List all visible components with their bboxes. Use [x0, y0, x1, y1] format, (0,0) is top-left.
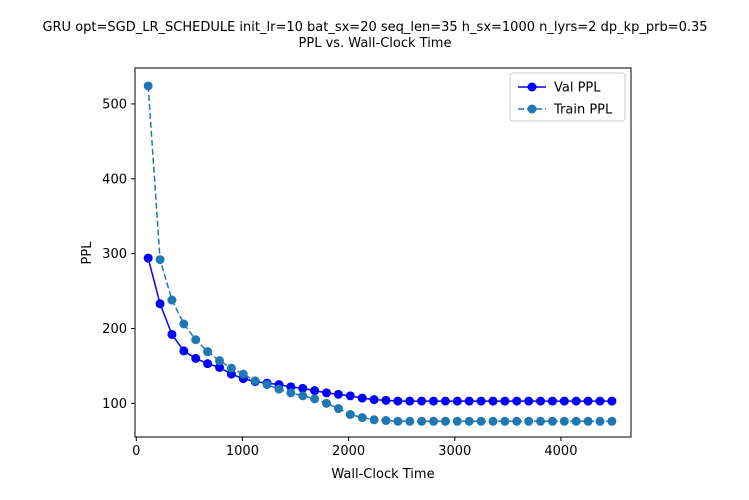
- val-ppl-point: [452, 396, 462, 406]
- train-ppl-point: [179, 319, 189, 329]
- val-ppl-point: [536, 396, 546, 406]
- val-ppl-point: [583, 396, 593, 406]
- train-ppl-point: [500, 416, 510, 426]
- legend-val-ppl-marker: [527, 82, 537, 92]
- val-ppl-point: [571, 396, 581, 406]
- legend-train-ppl-label: Train PPL: [553, 103, 613, 118]
- x-tick-label: 3000: [438, 444, 471, 459]
- val-ppl-point: [381, 395, 391, 405]
- train-ppl-point: [357, 413, 367, 423]
- val-ppl-point: [464, 396, 474, 406]
- chart-subtitle: PPL vs. Wall-Clock Time: [299, 36, 452, 51]
- train-ppl-point: [536, 416, 546, 426]
- train-ppl-point: [429, 416, 439, 426]
- train-ppl-point: [215, 356, 225, 366]
- val-ppl-point: [357, 393, 367, 403]
- val-ppl-point: [322, 388, 332, 398]
- val-ppl-point: [191, 353, 201, 363]
- y-tick-label: 400: [102, 172, 127, 187]
- val-ppl-point: [155, 299, 165, 309]
- val-ppl-point: [215, 362, 225, 372]
- train-ppl-point: [381, 416, 391, 426]
- val-ppl-point: [417, 396, 427, 406]
- val-ppl-point: [512, 396, 522, 406]
- x-tick-label: 2000: [332, 444, 365, 459]
- val-ppl-point: [310, 386, 320, 396]
- train-ppl-point: [333, 404, 343, 414]
- val-ppl-point: [547, 396, 557, 406]
- train-ppl-point: [440, 416, 450, 426]
- train-ppl-point: [571, 416, 581, 426]
- x-axis-label: Wall-Clock Time: [331, 467, 434, 482]
- train-ppl-point: [547, 416, 557, 426]
- y-tick-label: 200: [102, 322, 127, 337]
- val-ppl-point: [203, 359, 213, 369]
- val-ppl-point: [143, 253, 153, 263]
- legend-val-ppl-label: Val PPL: [554, 81, 601, 96]
- val-ppl-point: [167, 329, 177, 339]
- train-ppl-point: [274, 384, 284, 394]
- val-ppl-line: [147, 257, 612, 402]
- train-ppl-point: [405, 416, 415, 426]
- train-ppl-point: [203, 347, 213, 357]
- x-tick-label: 4000: [544, 444, 577, 459]
- val-ppl-point: [405, 396, 415, 406]
- train-ppl-point: [583, 416, 593, 426]
- y-tick-label: 100: [102, 397, 127, 412]
- train-ppl-point: [512, 416, 522, 426]
- y-tick-label: 300: [102, 247, 127, 262]
- train-ppl-series: [143, 81, 617, 426]
- train-ppl-line: [147, 85, 612, 423]
- val-ppl-point: [476, 396, 486, 406]
- legend: Val PPL Train PPL: [509, 72, 626, 122]
- train-ppl-point: [595, 416, 605, 426]
- train-ppl-point: [250, 376, 260, 386]
- train-ppl-point: [322, 398, 332, 408]
- val-ppl-point: [500, 396, 510, 406]
- train-ppl-point: [476, 416, 486, 426]
- chart-title: GRU opt=SGD_LR_SCHEDULE init_lr=10 bat_s…: [42, 20, 707, 35]
- train-ppl-point: [488, 416, 498, 426]
- val-ppl-point: [440, 396, 450, 406]
- val-ppl-point: [607, 396, 617, 406]
- train-ppl-point: [417, 416, 427, 426]
- val-ppl-point: [524, 396, 534, 406]
- y-tick-label: 500: [102, 97, 127, 112]
- val-ppl-point: [179, 346, 189, 356]
- plot-area-frame: [134, 67, 632, 438]
- val-ppl-point: [595, 396, 605, 406]
- train-ppl-point: [464, 416, 474, 426]
- val-ppl-point: [488, 396, 498, 406]
- train-ppl-point: [393, 416, 403, 426]
- train-ppl-point: [524, 416, 534, 426]
- train-ppl-point: [369, 415, 379, 425]
- train-ppl-point: [238, 369, 248, 379]
- train-ppl-point: [559, 416, 569, 426]
- val-ppl-point: [429, 396, 439, 406]
- y-axis-label: PPL: [80, 241, 95, 265]
- legend-train-ppl-marker: [527, 104, 537, 114]
- val-ppl-point: [298, 383, 308, 393]
- train-ppl-point: [143, 81, 153, 91]
- val-ppl-point: [333, 389, 343, 399]
- val-ppl-series: [143, 253, 617, 406]
- train-ppl-point: [286, 388, 296, 398]
- train-ppl-point: [226, 363, 236, 373]
- x-tick-label: 1000: [226, 444, 259, 459]
- train-ppl-point: [167, 295, 177, 305]
- train-ppl-point: [607, 416, 617, 426]
- train-ppl-point: [310, 394, 320, 404]
- val-ppl-point: [345, 391, 355, 401]
- train-ppl-point: [262, 380, 272, 390]
- val-ppl-point: [369, 395, 379, 405]
- train-ppl-point: [155, 255, 165, 265]
- train-ppl-point: [191, 335, 201, 345]
- train-ppl-point: [298, 391, 308, 401]
- train-ppl-point: [345, 410, 355, 420]
- val-ppl-point: [559, 396, 569, 406]
- val-ppl-point: [393, 396, 403, 406]
- x-tick-label: 0: [132, 444, 140, 459]
- train-ppl-point: [452, 416, 462, 426]
